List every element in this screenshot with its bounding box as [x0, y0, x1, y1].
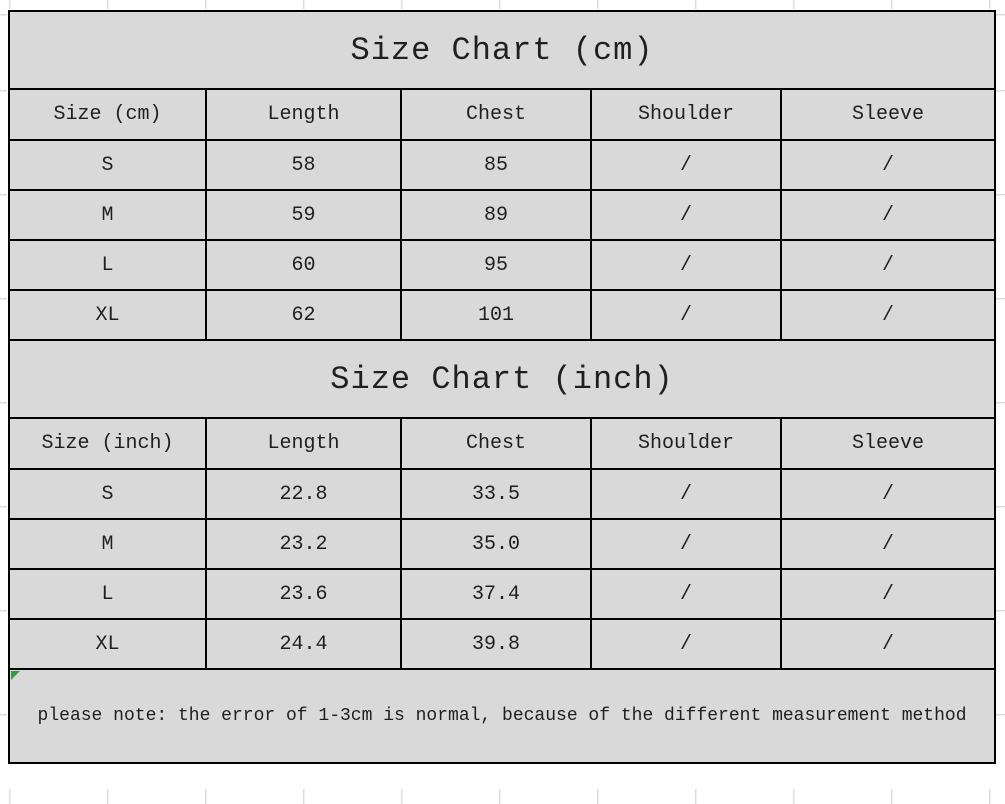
inch-row-m: M 23.2 35.0 / /	[8, 518, 997, 570]
size-cell: L	[8, 239, 207, 291]
length-cell: 23.2	[205, 518, 402, 570]
inch-header-row: Size (inch) Length Chest Shoulder Sleeve	[8, 417, 997, 470]
length-cell: 58	[205, 139, 402, 191]
note-cell: please note: the error of 1-3cm is norma…	[7, 668, 997, 764]
inch-title-row: Size Chart (inch)	[7, 339, 997, 419]
chest-cell: 89	[400, 189, 592, 241]
cm-section-title: Size Chart (cm)	[7, 10, 997, 90]
chest-cell: 33.5	[400, 468, 592, 520]
sleeve-cell: /	[779, 289, 997, 341]
cm-header-row: Size (cm) Length Chest Shoulder Sleeve	[8, 88, 997, 141]
length-cell: 59	[205, 189, 402, 241]
size-cell: XL	[8, 289, 207, 341]
cm-row-l: L 60 95 / /	[8, 239, 997, 291]
right-margin-gridlines	[996, 0, 1005, 804]
shoulder-cell: /	[590, 139, 782, 191]
length-cell: 60	[205, 239, 402, 291]
chest-cell: 101	[400, 289, 592, 341]
chest-cell: 39.8	[400, 618, 592, 670]
inch-row-s: S 22.8 33.5 / /	[8, 468, 997, 520]
cm-row-s: S 58 85 / /	[8, 139, 997, 191]
cm-header-size: Size (cm)	[8, 88, 207, 141]
sleeve-cell: /	[779, 239, 997, 291]
size-chart-table: Size Chart (cm) Size (cm) Length Chest S…	[7, 10, 997, 764]
inch-header-size: Size (inch)	[8, 417, 207, 470]
chest-cell: 95	[400, 239, 592, 291]
green-corner-marker-icon	[11, 671, 20, 680]
size-cell: XL	[8, 618, 207, 670]
cm-title-row: Size Chart (cm)	[7, 10, 997, 90]
sleeve-cell: /	[779, 568, 997, 620]
cm-row-m: M 59 89 / /	[8, 189, 997, 241]
left-margin-gridlines	[0, 0, 7, 804]
inch-header-sleeve: Sleeve	[779, 417, 997, 470]
shoulder-cell: /	[590, 568, 782, 620]
chest-cell: 85	[400, 139, 592, 191]
length-cell: 22.8	[205, 468, 402, 520]
note-row: please note: the error of 1-3cm is norma…	[7, 668, 997, 764]
cm-header-shoulder: Shoulder	[590, 88, 782, 141]
shoulder-cell: /	[590, 518, 782, 570]
shoulder-cell: /	[590, 189, 782, 241]
inch-row-l: L 23.6 37.4 / /	[8, 568, 997, 620]
inch-header-length: Length	[205, 417, 402, 470]
cm-header-length: Length	[205, 88, 402, 141]
sleeve-cell: /	[779, 468, 997, 520]
cm-header-chest: Chest	[400, 88, 592, 141]
chest-cell: 37.4	[400, 568, 592, 620]
shoulder-cell: /	[590, 468, 782, 520]
inch-header-chest: Chest	[400, 417, 592, 470]
chest-cell: 35.0	[400, 518, 592, 570]
cm-header-sleeve: Sleeve	[779, 88, 997, 141]
bottom-margin-gridlines	[0, 789, 1005, 804]
size-cell: L	[8, 568, 207, 620]
sleeve-cell: /	[779, 189, 997, 241]
inch-section-title: Size Chart (inch)	[7, 339, 997, 419]
note-text: please note: the error of 1-3cm is norma…	[37, 706, 967, 726]
shoulder-cell: /	[590, 289, 782, 341]
length-cell: 62	[205, 289, 402, 341]
sleeve-cell: /	[779, 139, 997, 191]
inch-header-shoulder: Shoulder	[590, 417, 782, 470]
sleeve-cell: /	[779, 518, 997, 570]
shoulder-cell: /	[590, 239, 782, 291]
sleeve-cell: /	[779, 618, 997, 670]
top-margin-gridlines	[0, 0, 1005, 9]
length-cell: 23.6	[205, 568, 402, 620]
inch-row-xl: XL 24.4 39.8 / /	[8, 618, 997, 670]
cm-row-xl: XL 62 101 / /	[8, 289, 997, 341]
shoulder-cell: /	[590, 618, 782, 670]
size-cell: M	[8, 189, 207, 241]
size-cell: S	[8, 468, 207, 520]
size-cell: S	[8, 139, 207, 191]
size-cell: M	[8, 518, 207, 570]
length-cell: 24.4	[205, 618, 402, 670]
